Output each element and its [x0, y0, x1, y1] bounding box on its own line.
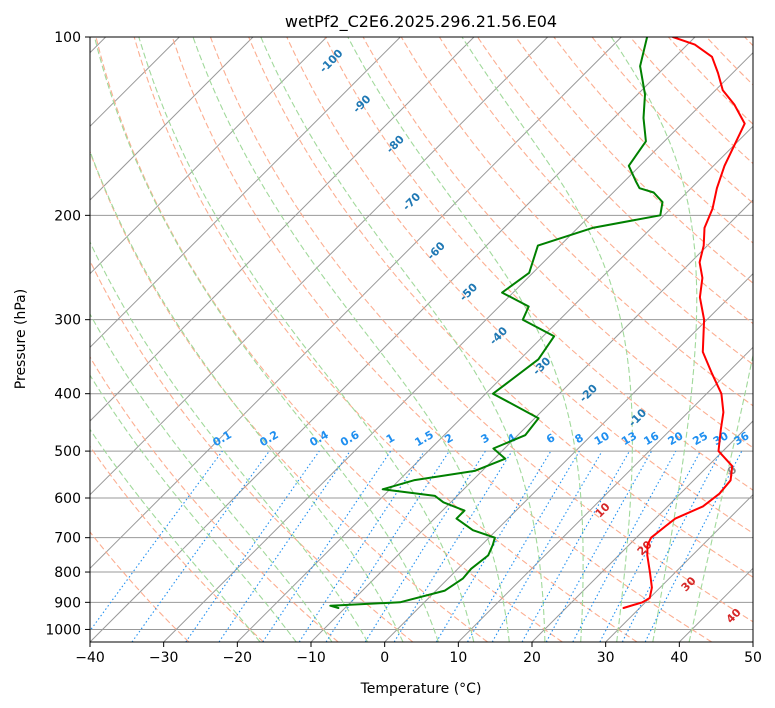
moist-adiabat-line: [192, 37, 510, 642]
isotherm-line: [236, 125, 753, 642]
mixing-ratio-line: [131, 450, 270, 642]
x-tick-label: 0: [380, 650, 389, 666]
moist-adiabat-line: [90, 374, 297, 642]
mixing-ratio-line: [491, 450, 603, 642]
mixing-ratio-line: [521, 450, 630, 642]
y-tick-label: 700: [54, 531, 81, 547]
y-tick-label: 900: [54, 595, 81, 611]
x-tick-label: 20: [523, 650, 541, 666]
isotherm-line: [384, 272, 753, 642]
mixing-ratio-line: [90, 450, 223, 632]
dry-adiabat-line: [629, 37, 753, 165]
x-tick-label: −10: [296, 650, 326, 666]
isotherm-line: [90, 37, 696, 642]
dry-adiabat-line: [591, 37, 753, 204]
dry-adiabat-line: [477, 37, 753, 325]
dry-adiabat-line: [324, 37, 753, 491]
dry-adiabat-line: [90, 355, 339, 642]
dry-adiabat-line: [248, 37, 753, 578]
dry-adiabat-line: [286, 37, 753, 534]
x-tick-label: 50: [744, 650, 762, 666]
x-tick-label: 40: [670, 650, 688, 666]
dry-adiabat-line: [90, 531, 190, 642]
y-tick-label: 800: [54, 565, 81, 581]
mixing-ratio-line: [467, 450, 580, 642]
y-tick-label: 200: [54, 208, 81, 224]
plot-area: 0.1 0.2 0.4 0.6 1 1.5 2 3 4 6 8 10 13 16 20 25 30 36-100-…: [90, 37, 753, 642]
plot-frame: [89, 36, 754, 643]
isotherm-line: [90, 37, 549, 496]
mixing-ratio-line: [218, 450, 351, 642]
isotherm-line: [90, 37, 622, 570]
mixing-ratio-line: [325, 450, 450, 642]
moist-adiabat-line: [138, 37, 475, 642]
isotherm-line: [531, 420, 753, 642]
dry-adiabat-line: [209, 37, 753, 623]
x-tick-label: −40: [75, 650, 105, 666]
y-axis-label: Pressure (hPa): [13, 289, 29, 389]
moist-adiabat-line: [90, 149, 404, 642]
mixing-ratio-line: [435, 450, 552, 642]
dry-adiabat-line: [515, 37, 753, 284]
dry-adiabat-line: [90, 150, 488, 642]
moist-adiabat-line: [90, 240, 369, 642]
dry-adiabat-line: [553, 37, 753, 244]
isotherm-line: [163, 51, 753, 642]
x-axis: −40 −30 −20 −10 0 10 20 30 40 50: [75, 642, 762, 666]
isotherm-line: [457, 346, 753, 642]
x-tick-label: 30: [597, 650, 615, 666]
mixing-ratio-line: [364, 450, 486, 642]
dry-adiabat-line: [438, 37, 753, 366]
dry-adiabat-line: [95, 37, 563, 642]
x-tick-label: −30: [149, 650, 179, 666]
y-axis: 100 200 300 400 500 600 700 800 900 1000: [45, 30, 90, 638]
dry-adiabat-line: [362, 37, 753, 449]
x-tick-label: −20: [223, 650, 253, 666]
y-tick-label: 1000: [45, 622, 81, 638]
isotherm-line: [90, 37, 475, 422]
isotherm-line: [90, 37, 401, 349]
isotherm-line: [90, 37, 328, 275]
temperature-profile-line: [622, 37, 746, 609]
y-tick-label: 300: [54, 313, 81, 329]
moist-adiabat-line: [610, 37, 698, 642]
moist-adiabat-line: [260, 37, 546, 642]
moist-adiabat-line: [688, 352, 753, 642]
mixing-ratio-line: [393, 450, 513, 642]
dry-adiabat-line: [133, 37, 638, 642]
isotherm-line: [90, 37, 254, 201]
isotherm-line: [605, 493, 753, 642]
y-tick-label: 400: [54, 387, 81, 403]
x-axis-label: Temperature (°C): [360, 681, 482, 697]
dewpoint-profile-line: [329, 37, 664, 609]
moist-adiabat-line: [90, 312, 333, 642]
y-tick-label: 600: [54, 491, 81, 507]
dry-adiabat-line: [400, 37, 753, 407]
mixing-ratio-line: [185, 450, 320, 642]
moist-adiabat-line: [347, 37, 584, 642]
x-tick-label: 10: [449, 650, 467, 666]
y-tick-label: 500: [54, 444, 81, 460]
chart-title: wetPf2_C2E6.2025.296.21.56.E04: [285, 12, 557, 32]
mixing-ratio-line: [572, 450, 677, 642]
mixing-ratio-line: [545, 450, 653, 642]
moist-adiabat-line: [461, 37, 633, 642]
y-tick-label: 100: [54, 30, 81, 46]
moist-adiabat-line: [93, 37, 439, 642]
moist-adiabat-line: [90, 428, 261, 642]
